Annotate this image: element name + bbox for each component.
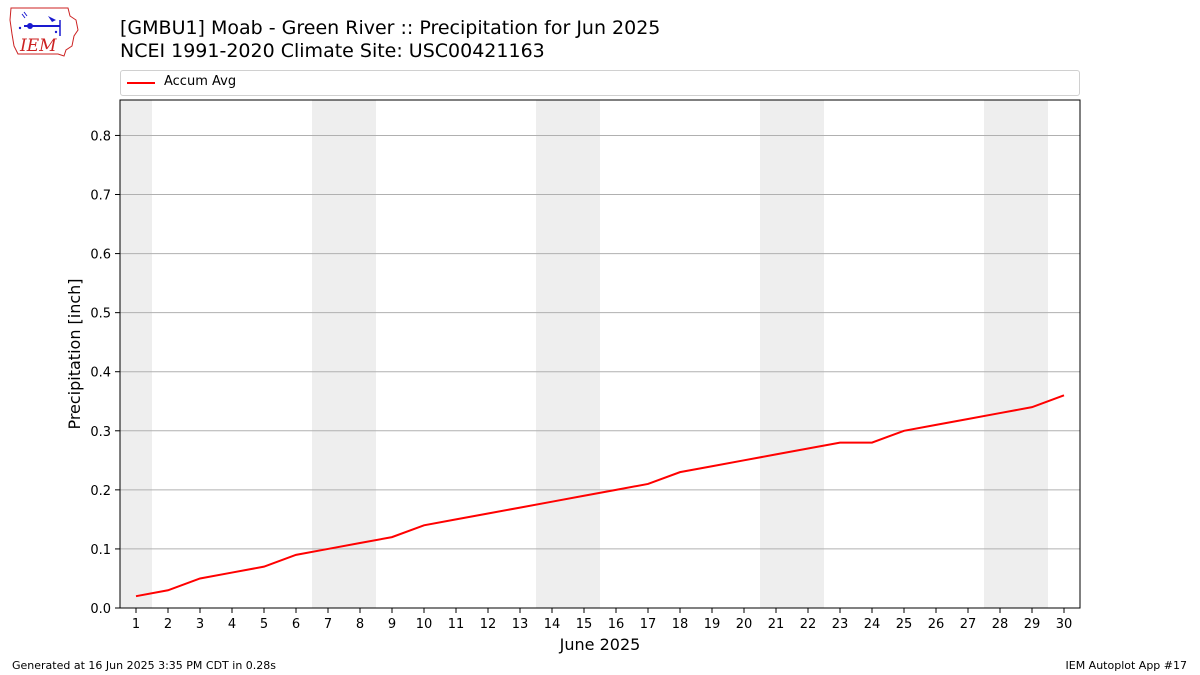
x-tick-label: 5 [260,617,268,632]
plot-frame [119,99,1081,609]
y-tick-label: 0.6 [90,248,111,263]
footer-generated-text: Generated at 16 Jun 2025 3:35 PM CDT in … [12,659,277,672]
chart-subtitle: NCEI 1991-2020 Climate Site: USC00421163 [120,40,545,62]
x-tick-label: 14 [544,617,561,632]
series-line-accum-avg [135,394,1065,598]
x-tick-label: 23 [832,617,849,632]
weekend-band-0 [120,100,152,608]
x-tick-label: 4 [228,617,236,632]
legend-swatch-accum-avg [127,82,155,84]
x-tick-label: 24 [864,617,881,632]
weekend-band-1 [312,100,376,608]
y-tick-label: 0.4 [90,366,111,381]
x-tick-label: 11 [448,617,465,632]
chart-title: [GMBU1] Moab - Green River :: Precipitat… [120,17,661,39]
x-tick-label: 10 [416,617,433,632]
x-tick-label: 29 [1024,617,1041,632]
y-tick-label: 0.5 [90,307,111,322]
x-tick-label: 19 [704,617,721,632]
x-tick-label: 9 [388,617,396,632]
x-tick-label: 18 [672,617,689,632]
x-tick-label: 2 [164,617,172,632]
x-tick-label: 28 [992,617,1009,632]
chart-legend: Accum Avg [120,70,1080,96]
legend-label-accum-avg: Accum Avg [164,74,237,89]
x-tick-label: 13 [512,617,529,632]
x-tick-label: 21 [768,617,785,632]
y-tick-label: 0.0 [90,602,111,617]
y-tick-label: 0.1 [90,543,111,558]
footer-app-label: IEM Autoplot App #17 [1065,659,1188,672]
x-tick-label: 7 [324,617,332,632]
x-tick-label: 26 [928,617,945,632]
x-tick-label: 27 [960,617,977,632]
y-tick-label: 0.7 [90,189,111,204]
x-tick-label: 22 [800,617,817,632]
x-tick-label: 12 [480,617,497,632]
x-tick-label: 15 [576,617,593,632]
iem-logo: IEM [8,6,80,58]
x-tick-label: 1 [132,617,140,632]
x-tick-label: 3 [196,617,204,632]
x-axis-label: June 2025 [559,635,641,654]
x-tick-label: 6 [292,617,300,632]
y-tick-label: 0.3 [90,425,111,440]
weekend-band-4 [984,100,1048,608]
y-axis-label: Precipitation [inch] [65,278,84,429]
x-tick-label: 30 [1056,617,1073,632]
x-tick-label: 17 [640,617,657,632]
weekend-band-2 [536,100,600,608]
logo-text: IEM [19,36,57,56]
weekend-band-3 [760,100,824,608]
x-tick-label: 16 [608,617,625,632]
y-tick-label: 0.8 [90,129,111,144]
x-tick-label: 20 [736,617,753,632]
y-tick-label: 0.2 [90,484,111,499]
x-tick-label: 25 [896,617,913,632]
x-tick-label: 8 [356,617,364,632]
